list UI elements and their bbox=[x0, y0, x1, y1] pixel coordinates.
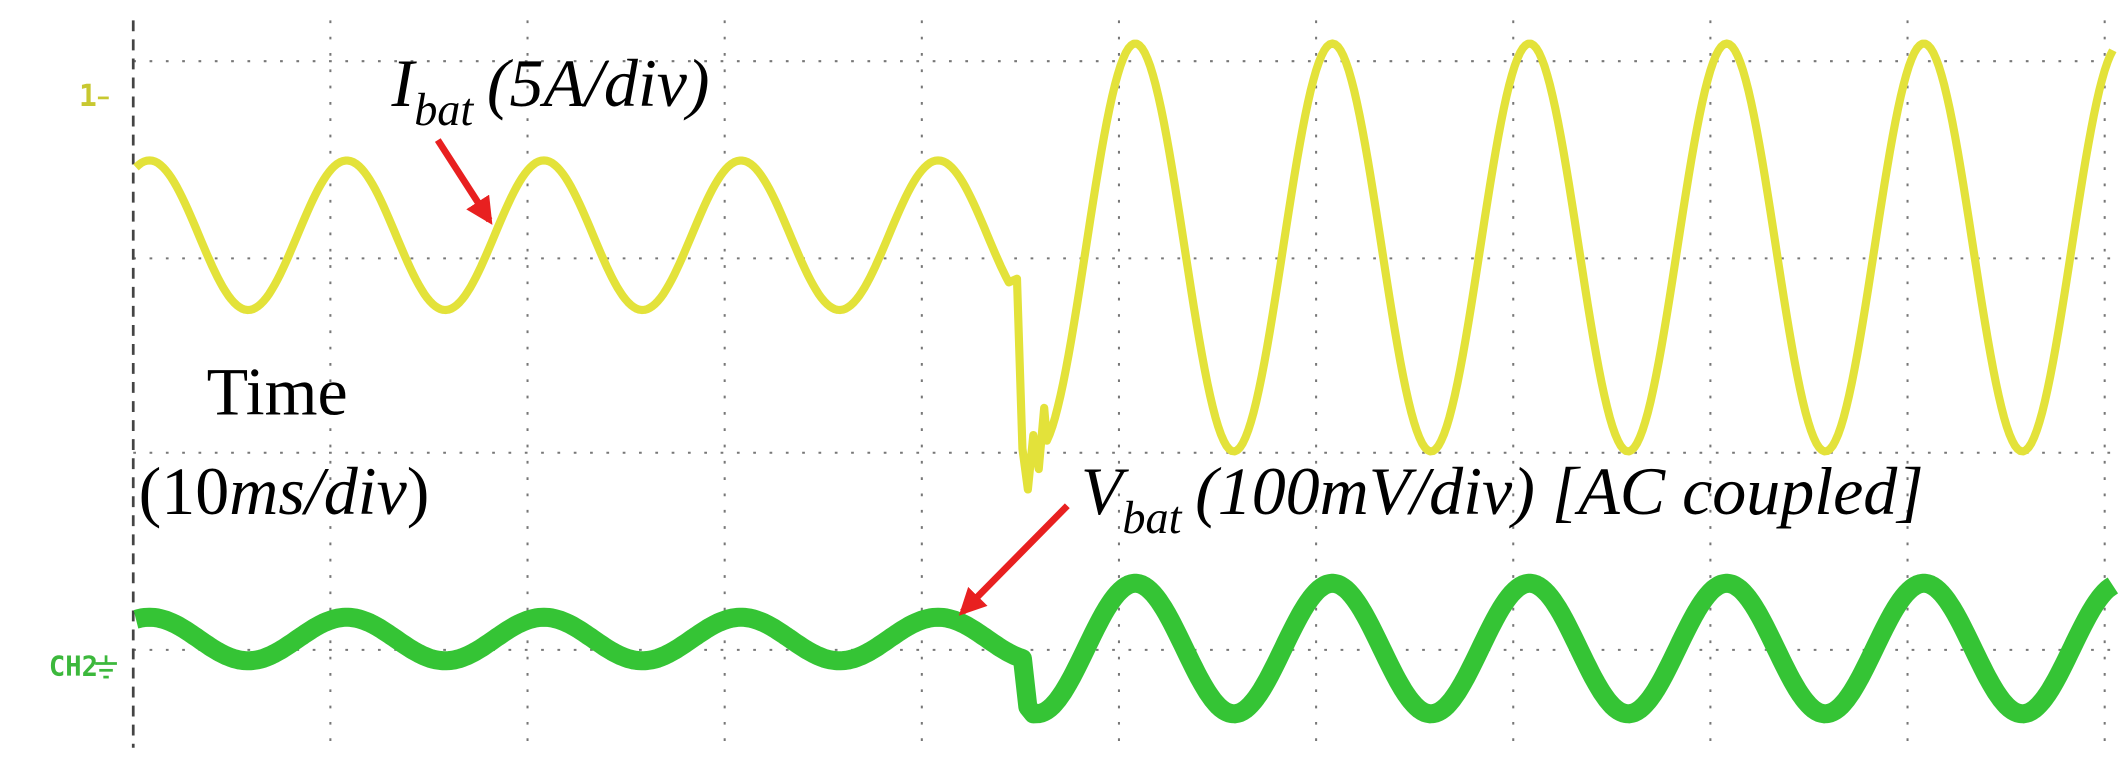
time-scale: (10ms/div) bbox=[139, 453, 430, 529]
time-close: ) bbox=[407, 453, 430, 529]
current-scale: (5A/div) bbox=[487, 45, 710, 121]
voltage-label: Vbat (100mV/div) [AC coupled] bbox=[1081, 453, 1924, 543]
voltage-arrow bbox=[958, 503, 1070, 616]
time-units: ms/div bbox=[229, 453, 407, 529]
ch1-marker: 1 bbox=[79, 79, 97, 114]
current-subscript: bat bbox=[414, 84, 474, 135]
voltage-symbol: V bbox=[1081, 453, 1130, 529]
voltage-subscript: bat bbox=[1122, 492, 1182, 543]
time-open: (10 bbox=[139, 453, 230, 529]
time-label: Time bbox=[207, 354, 348, 430]
ground-symbol bbox=[95, 655, 117, 679]
voltage-trace bbox=[129, 573, 2120, 724]
current-trace bbox=[133, 39, 2117, 494]
current-label: Ibat (5A/div) bbox=[391, 45, 710, 135]
voltage-scale: (100mV/div) [AC coupled] bbox=[1195, 453, 1924, 529]
ch2-marker: CH2 bbox=[49, 652, 98, 683]
current-arrow bbox=[434, 138, 493, 225]
current-symbol: I bbox=[391, 45, 418, 121]
waveforms bbox=[129, 39, 2120, 724]
